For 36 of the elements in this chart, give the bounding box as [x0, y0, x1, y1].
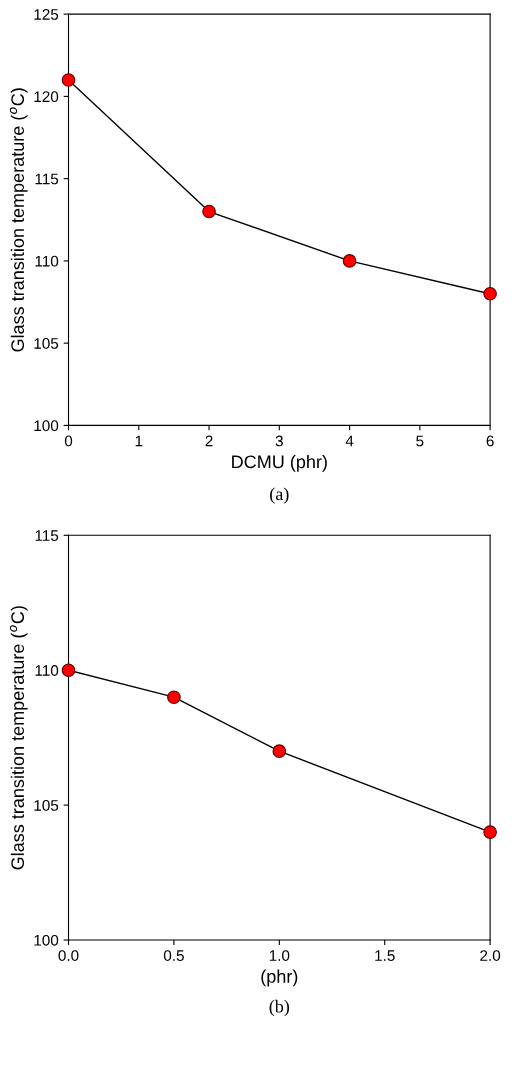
- point: [61, 663, 76, 678]
- y-tick-label: 115: [35, 530, 59, 541]
- point: [342, 254, 357, 268]
- x-tick-label: 3: [275, 435, 283, 447]
- point: [483, 825, 497, 839]
- text: (a): [270, 487, 289, 504]
- x-axis-title: (phr): [261, 969, 298, 987]
- y-tick-label: 100: [34, 420, 59, 432]
- y-tick-label: 115: [35, 173, 59, 185]
- x-tick-label: 4: [345, 435, 354, 447]
- y-tick-label: 125: [34, 9, 59, 20]
- y-tick-label: 100: [34, 934, 59, 946]
- point: [61, 73, 76, 87]
- x-axis-title: DCMU (phr): [232, 454, 327, 472]
- point: [167, 690, 181, 704]
- x-tick-label: 1: [135, 435, 143, 447]
- x-tick-label: 1.5: [375, 950, 395, 961]
- point: [483, 286, 497, 301]
- x-tick-label: 5: [416, 435, 424, 447]
- x-tick-label: 6: [486, 435, 494, 447]
- y-tick-label: 110: [35, 255, 59, 267]
- y-tick-label: 105: [34, 338, 59, 349]
- point: [272, 744, 287, 758]
- y-axis-title: Glass transition temperature ($^{o}$C): [9, 88, 28, 352]
- text: (b): [269, 999, 290, 1017]
- point: [202, 204, 216, 219]
- x-tick-label: 0.5: [163, 950, 184, 961]
- x-tick-label: 2: [205, 435, 213, 447]
- x-tick-label: 2.0: [480, 950, 501, 961]
- y-axis-title: Glass transition temperature ($^{o}$C): [9, 606, 28, 870]
- x-tick-label: 0: [64, 435, 73, 447]
- y-tick-label: 110: [35, 665, 59, 676]
- x-tick-label: 1.0: [269, 950, 290, 961]
- y-tick-label: 120: [34, 91, 59, 103]
- x-tick-label: 0.0: [58, 950, 79, 961]
- y-tick-label: 105: [34, 799, 59, 811]
